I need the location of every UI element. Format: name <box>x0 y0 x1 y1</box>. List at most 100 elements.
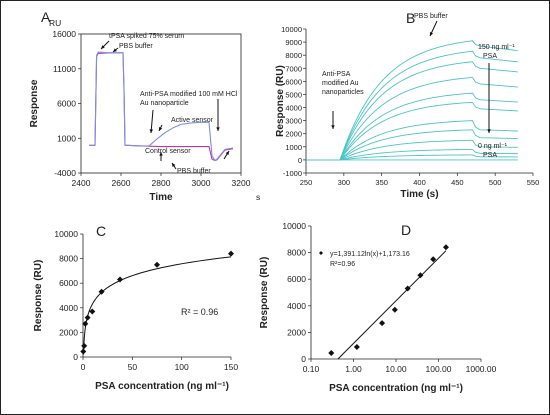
panel-d-data-point <box>404 285 411 292</box>
panel-b-x-tick-label: 550 <box>527 178 540 187</box>
panel-a-series-line <box>89 51 234 162</box>
panel-b-annotation: 150 ng ml⁻¹ <box>478 44 515 51</box>
panel-a-arrow-head <box>113 48 117 52</box>
panel-a-letter: A <box>41 9 51 25</box>
panel-b-x-tick-label: 500 <box>489 178 502 187</box>
panel-a-annotation: tPSA spiked 75% serum <box>109 33 184 40</box>
panel-a-x-tick-label: 2600 <box>112 178 131 188</box>
panel-a-annotation-arrow <box>150 109 154 134</box>
panel-c-data-point <box>84 314 91 321</box>
panel-b-y-tick-label: 8000 <box>285 51 302 60</box>
panel-b-series-line <box>306 61 518 161</box>
panel-d-data-point <box>379 320 386 327</box>
panel-d-legend-marker <box>319 251 323 255</box>
panel-a-y-tick-label: -4000 <box>54 168 76 178</box>
panel-b-annotation: nanoparticles <box>322 89 364 96</box>
panel-b-letter: B <box>406 10 415 26</box>
panel-a-annotation: PBS buffer <box>177 168 211 175</box>
panel-a-x-axis-label: Time <box>149 192 173 203</box>
panel-b-series-line <box>306 148 518 161</box>
panel-d-x-tick-label: 1.00 <box>345 364 362 374</box>
panel-a-annotation: Anti-PSA modified <box>140 91 197 98</box>
panel-a-arrow-head <box>101 45 105 49</box>
panel-d-y-tick-label: 10000 <box>282 221 306 231</box>
panel-a-x-tick-label: 3000 <box>192 178 211 188</box>
panel-a-arrow-head <box>225 151 229 155</box>
panel-b-y-tick-label: 9000 <box>285 38 302 47</box>
panel-c-letter: C <box>96 223 106 239</box>
panel-c-data-point <box>89 308 96 315</box>
panel-c-r2-label: R² = 0.96 <box>181 307 218 317</box>
panel-b-x-axis-label: Time (s) <box>400 189 438 200</box>
panel-b: B 250 300 350 400 450 500 550 -1000 0 1000 2000 3000… <box>275 10 539 200</box>
panel-b-series-line <box>306 76 518 161</box>
panel-a-arrow-head <box>159 152 163 156</box>
panel-b-y-tick-label: 4000 <box>285 104 302 113</box>
panel-a-unit-label: RU <box>49 18 61 28</box>
panel-c-data-point <box>82 320 89 327</box>
panel-a-x-tick-label: 2400 <box>72 178 91 188</box>
panel-d-data-point <box>430 256 437 263</box>
panel-c-x-tick-label: 50 <box>128 362 138 372</box>
panel-b-series-line <box>306 139 518 161</box>
panel-b-arrow-head <box>429 32 434 36</box>
panel-d-y-tick-label: 8000 <box>287 248 306 258</box>
panel-a-x-tick-label: 2800 <box>152 178 171 188</box>
panel-b-series-line <box>306 50 518 161</box>
panel-d-data-point <box>417 272 424 279</box>
panel-b-series-line <box>306 92 518 161</box>
panel-a-arrow-head <box>159 127 163 131</box>
panel-b-x-tick-label: 400 <box>413 178 426 187</box>
panel-d-equation-label: y=1,391.12ln(x)+1,173.16 <box>330 251 410 258</box>
panel-c-x-tick-label: 150 <box>224 362 238 372</box>
panel-c-data-point <box>98 288 105 295</box>
panel-c-y-axis-label: Response (RU) <box>33 260 44 332</box>
panel-c-x-tick-label: 100 <box>175 362 189 372</box>
panel-d-x-tick-label: 100.00 <box>426 364 452 374</box>
panel-b-series-line <box>306 120 518 161</box>
panel-a-annotation: Active sensor <box>171 117 214 124</box>
panel-b-y-tick-label: 10000 <box>281 25 302 34</box>
panel-b-y-tick-label: 7000 <box>285 64 302 73</box>
panel-d-x-axis-label: PSA concentration (ng ml⁻¹) <box>329 383 463 394</box>
panel-d-x-tick-label: 10.00 <box>385 364 407 374</box>
panel-c-data-point <box>117 276 123 283</box>
panel-d-y-tick-label: 0 <box>301 354 306 364</box>
panel-a-y-axis-label: Response <box>29 79 40 127</box>
panel-b-series-line <box>306 129 518 161</box>
panel-b-x-tick-label: 350 <box>375 178 388 187</box>
panel-d-y-axis-label: Response (RU) <box>259 257 270 329</box>
panel-c-y-tick-label: 8000 <box>59 254 78 264</box>
panel-d: D 0.10 1.00 10.00 100.00 1000.00 0 2000 4000 6000… <box>259 221 497 394</box>
panel-a-x-unit: s <box>256 192 260 202</box>
panel-d-y-tick-label: 4000 <box>287 301 306 311</box>
panel-b-y-tick-label: 6000 <box>285 77 302 86</box>
panel-a-y-tick-label: 16000 <box>52 29 76 39</box>
panel-b-y-tick-label: 2000 <box>285 130 302 139</box>
panel-c-y-tick-label: 2000 <box>59 327 78 337</box>
panel-d-r2-label: R²=0.96 <box>330 261 355 268</box>
panel-a-x-tick-label: 3200 <box>232 178 251 188</box>
panel-d-x-tick-label: 1000.00 <box>466 364 497 374</box>
panel-d-x-tick-label: 0.10 <box>303 364 320 374</box>
panel-b-y-tick-label: 0 <box>298 156 302 165</box>
panel-d-y-tick-label: 2000 <box>287 327 306 337</box>
panel-b-y-tick-label: 5000 <box>285 90 302 99</box>
panel-d-data-point <box>328 350 335 357</box>
panel-a-annotation: PBS buffer <box>119 43 153 50</box>
panel-a-arrow-head <box>216 127 220 131</box>
panel-b-x-tick-label: 250 <box>300 178 313 187</box>
panel-b-y-tick-label: 1000 <box>285 143 302 152</box>
panel-c-x-axis-label: PSA concentration (ng ml⁻¹) <box>95 381 229 392</box>
panel-b-y-tick-label: -1000 <box>283 169 302 178</box>
panel-a-arrow-head <box>149 129 154 133</box>
panel-c-data-point <box>154 261 160 268</box>
panel-d-y-tick-label: 6000 <box>287 274 306 284</box>
panel-b-series-line <box>306 101 518 161</box>
panel-b-annotation: 0 ng ml⁻¹ <box>478 143 508 150</box>
panel-a-y-tick-label: 1000 <box>57 133 76 143</box>
panel-b-annotation: PBS buffer <box>414 13 448 20</box>
panel-c-data-point <box>80 348 87 355</box>
